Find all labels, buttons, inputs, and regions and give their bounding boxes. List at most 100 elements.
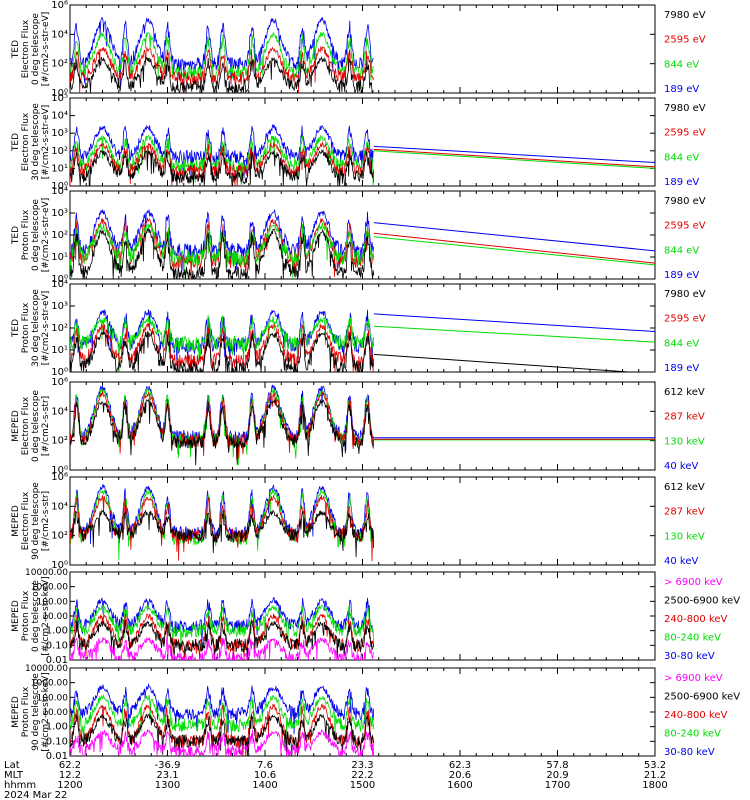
- x-tick-label: 1800: [642, 780, 667, 791]
- series-line: [70, 148, 374, 186]
- y-axis-label-line: TED: [11, 133, 21, 152]
- y-tick-label: 10⁰: [51, 465, 68, 476]
- y-axis-label-line: 90 deg telescope: [31, 673, 41, 751]
- legend-entry: 2500-6900 keV: [664, 692, 740, 703]
- y-tick-label: 10³: [51, 208, 68, 219]
- y-tick-label: 1000.00: [31, 679, 68, 689]
- y-axis-label: TED Proton Flux 30 deg telescope [#/cm2-s-s…: [11, 289, 51, 367]
- x-tick-label: 1600: [447, 780, 472, 791]
- y-tick-label: 10000.00: [25, 664, 68, 674]
- legend-entry: 80-240 keV: [664, 729, 721, 740]
- y-axis-label-line: 0 deg telescope: [31, 199, 41, 271]
- series-extrapolation: [373, 313, 655, 333]
- series-line: [70, 124, 374, 183]
- legend-entry: 844 eV: [664, 338, 699, 349]
- legend-entry: 240-800 keV: [664, 614, 728, 625]
- legend-entry: 2595 eV: [664, 221, 706, 232]
- x-tick-label: 23.3: [351, 760, 373, 771]
- series-line: [70, 46, 375, 93]
- y-tick-label: 10000.00: [25, 568, 68, 578]
- y-axis-label-line: 0 deg telescope: [31, 390, 41, 462]
- y-axis-label-line: [#/cm2-s-str]: [41, 491, 51, 551]
- y-axis-label-line: TED: [11, 319, 21, 338]
- y-tick-label: 10³: [51, 128, 68, 139]
- legend-entry: 2500-6900 keV: [664, 596, 740, 607]
- y-tick-label: 10.00: [42, 708, 68, 718]
- series-line: [70, 388, 375, 466]
- y-axis-label-line: TED: [11, 40, 21, 59]
- series-extrapolation: [373, 222, 655, 252]
- y-axis-label: TED Electron Flux 30 deg telescope [#/cm2-s…: [11, 103, 51, 181]
- series-line: [70, 390, 375, 460]
- y-tick-label: 0.01: [46, 751, 68, 762]
- y-tick-label: 0.10: [46, 640, 68, 651]
- x-tick-label: 7.6: [257, 760, 273, 771]
- y-tick-label: 10⁶: [51, 0, 68, 11]
- y-axis-label-line: [#/cm2-s-str-eV]: [41, 198, 51, 273]
- y-tick-label: 100.00: [37, 693, 69, 703]
- legend-entry: 287 keV: [664, 412, 705, 423]
- y-tick-label: 10⁰: [51, 88, 68, 99]
- y-tick-label: 10.00: [42, 612, 68, 622]
- series-extrapolation: [373, 325, 655, 343]
- legend-entry: 189 eV: [664, 270, 699, 281]
- legend-entry: 189 eV: [664, 84, 699, 95]
- y-axis-label-line: [#/cm2-s-str-keV]: [41, 672, 51, 751]
- legend-entry: 844 eV: [664, 59, 699, 70]
- y-axis-label-line: MEPED: [11, 410, 21, 442]
- y-axis-label: TED Proton Flux 0 deg telescope [#/cm2-s-st…: [11, 198, 51, 273]
- series-group: [70, 124, 655, 186]
- y-tick-label: 10²: [51, 436, 68, 447]
- y-axis-label-line: [#/cm2-s-str-eV]: [41, 291, 51, 366]
- legend-entry: 80-240 keV: [664, 633, 721, 644]
- series-group: [70, 308, 655, 372]
- legend-entry: 30-80 keV: [664, 651, 715, 662]
- y-tick-label: 10¹: [51, 345, 68, 356]
- y-tick-label: 10²: [51, 59, 68, 70]
- legend-entry: 7980 eV: [664, 10, 706, 21]
- series-line: [70, 384, 375, 455]
- series-extrapolation: [373, 232, 655, 264]
- y-tick-label: 10⁴: [51, 501, 68, 512]
- y-tick-label: 10⁶: [51, 472, 68, 483]
- y-axis-label-line: MEPED: [11, 696, 21, 728]
- series-line: [70, 683, 375, 735]
- legend-entry: 240-800 keV: [664, 710, 728, 721]
- x-tick-label: 20.6: [449, 770, 471, 781]
- y-axis-label-line: Electron Flux: [21, 396, 31, 455]
- y-axis-label-line: Proton Flux: [21, 302, 31, 353]
- x-tick-label: 57.8: [546, 760, 568, 771]
- legend-entry: 189 eV: [664, 363, 699, 374]
- y-axis-label-line: Electron Flux: [21, 112, 31, 171]
- y-tick-label: 10⁰: [51, 560, 68, 571]
- legend-entry: 287 keV: [664, 507, 705, 518]
- series-line: [70, 619, 375, 660]
- legend-entry: 130 keV: [664, 531, 705, 542]
- y-axis-label-line: [#/cm2-s-str-keV]: [41, 576, 51, 655]
- x-tick-label: -36.9: [155, 760, 181, 771]
- y-axis-label-line: Proton Flux: [21, 590, 31, 641]
- legend-entry: 7980 eV: [664, 196, 706, 207]
- y-axis-label: MEPED Proton Flux 90 deg telescope [#/cm2-s…: [11, 672, 51, 751]
- y-tick-label: 10⁰: [51, 181, 68, 192]
- y-tick-label: 10⁴: [51, 29, 68, 40]
- y-axis-label-line: 0 deg telescope: [31, 580, 41, 652]
- y-axis-label-line: MEPED: [11, 600, 21, 632]
- legend-entry: 30-80 keV: [664, 747, 715, 758]
- y-tick-label: 0.01: [46, 655, 68, 666]
- y-axis-label-line: Proton Flux: [21, 209, 31, 260]
- y-axis-label-line: [#/cm2-s-str-eV]: [41, 105, 51, 180]
- x-tick-label: 1200: [57, 780, 82, 791]
- series-line: [70, 16, 374, 87]
- y-axis-label: MEPED Electron Flux 0 deg telescope [#/cm2-…: [11, 390, 51, 462]
- y-tick-label: 0.10: [46, 736, 68, 747]
- y-tick-label: 10²: [51, 531, 68, 542]
- y-axis-label-line: 0 deg telescope: [31, 13, 41, 85]
- series-extrapolation: [373, 150, 655, 169]
- y-tick-label: 10¹: [51, 252, 68, 263]
- y-tick-label: 1.00: [46, 626, 68, 637]
